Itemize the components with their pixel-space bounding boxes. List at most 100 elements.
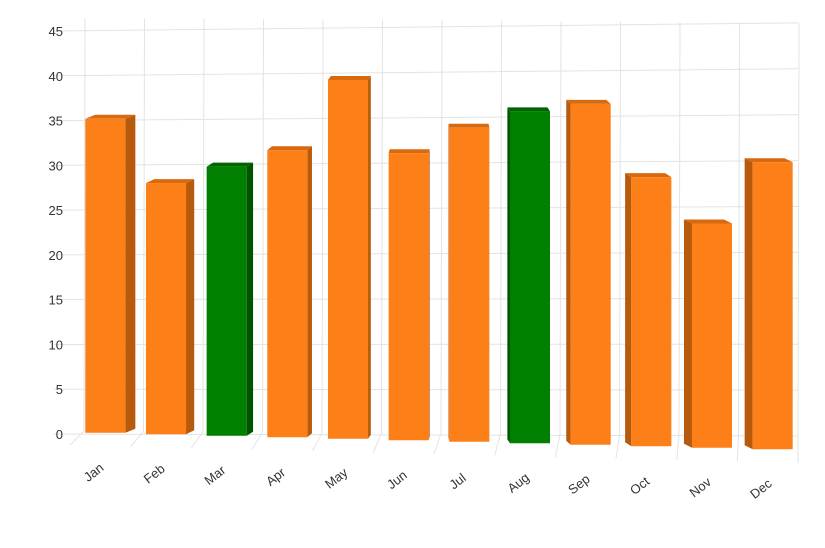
x-tick-label-oct: Oct xyxy=(627,473,652,498)
x-tick-label-dec: Dec xyxy=(747,475,775,501)
floor-line xyxy=(433,433,442,455)
bar-feb[interactable] xyxy=(145,179,195,435)
floor-line xyxy=(372,432,382,453)
gridline-x xyxy=(83,17,86,432)
bar-side xyxy=(307,146,312,438)
gridline-x xyxy=(381,20,383,434)
bar-aug[interactable] xyxy=(507,107,551,444)
y-tick-label: 5 xyxy=(56,382,63,397)
bar-side xyxy=(448,123,450,442)
y-tick-label: 15 xyxy=(49,293,63,308)
floor-line xyxy=(251,431,263,450)
bar-top xyxy=(566,99,611,104)
floor-line xyxy=(736,435,739,462)
x-axis: Jan Feb Mar Apr May Jun Jul Aug Sep Oct Nov Dec xyxy=(81,460,775,502)
gridline-x xyxy=(619,21,621,435)
x-tick-label-jul: Jul xyxy=(446,470,468,492)
y-tick-label: 20 xyxy=(49,248,63,263)
bar-top xyxy=(145,179,195,184)
gridline-x xyxy=(143,18,145,432)
bar-top xyxy=(744,158,793,163)
gridline-x xyxy=(440,20,443,434)
y-tick-label: 35 xyxy=(49,114,63,129)
bar-nov[interactable] xyxy=(683,219,733,448)
x-tick-label-apr: Apr xyxy=(263,464,289,489)
gridline-y-45 xyxy=(53,22,799,32)
bar-front xyxy=(509,111,551,444)
bar-front xyxy=(570,103,611,445)
gridline-x xyxy=(321,19,324,433)
bar-front xyxy=(327,79,369,439)
y-tick-label: 45 xyxy=(49,24,63,39)
bar-top xyxy=(448,123,490,128)
bar-side xyxy=(507,107,510,444)
bar-jan[interactable] xyxy=(85,114,136,433)
gridline-x xyxy=(797,22,800,437)
floor-line xyxy=(494,433,501,456)
bar-apr[interactable] xyxy=(267,146,312,438)
y-tick-label: 30 xyxy=(49,158,63,173)
bar-front xyxy=(267,150,308,438)
bar-side xyxy=(683,219,692,448)
y-tick-label: 10 xyxy=(49,337,63,352)
gridline-x xyxy=(559,21,562,435)
bar-side xyxy=(246,162,254,436)
x-tick-label-nov: Nov xyxy=(687,474,715,500)
gridline-x xyxy=(202,18,205,432)
gridline-y-35 xyxy=(53,114,799,122)
y-tick-label: 25 xyxy=(49,203,63,218)
bar-mar[interactable] xyxy=(206,162,254,436)
floor-line xyxy=(69,430,85,446)
bar-front xyxy=(85,118,126,433)
bar-top xyxy=(85,114,136,119)
bar-top xyxy=(683,219,733,224)
bar-sep[interactable] xyxy=(566,99,611,445)
x-tick-label-mar: Mar xyxy=(201,462,228,488)
bar-front xyxy=(145,183,187,435)
bar-oct[interactable] xyxy=(625,173,672,447)
floor-line xyxy=(312,432,323,452)
bar-dec[interactable] xyxy=(744,158,793,450)
bar-top xyxy=(267,146,312,151)
bar-top xyxy=(327,75,371,80)
bar-front xyxy=(691,223,733,448)
bar-side xyxy=(125,114,136,433)
bar-may[interactable] xyxy=(327,75,371,439)
bar-side xyxy=(186,179,195,435)
bar-top xyxy=(507,107,551,112)
bar-front xyxy=(206,166,247,436)
bar-front xyxy=(752,162,793,450)
floor-line xyxy=(130,431,144,447)
floor-line xyxy=(554,434,561,458)
x-tick-label-feb: Feb xyxy=(141,461,168,487)
bar-jul[interactable] xyxy=(448,123,490,442)
x-tick-label-may: May xyxy=(322,464,351,491)
bar-top xyxy=(388,149,430,154)
bar-front xyxy=(631,177,672,447)
bar-top xyxy=(625,173,672,178)
y-tick-label: 40 xyxy=(49,69,63,84)
y-axis: 0 5 10 15 20 25 30 35 40 45 xyxy=(49,24,63,442)
bar-jun[interactable] xyxy=(388,149,430,441)
gridline-y-40 xyxy=(53,68,799,77)
bar-front xyxy=(388,153,429,441)
bar-side xyxy=(744,158,753,450)
bar-side xyxy=(625,173,632,447)
floor-line xyxy=(676,435,680,461)
floor-line xyxy=(615,434,620,459)
x-tick-label-aug: Aug xyxy=(504,470,531,496)
bar-front xyxy=(449,127,490,442)
floor-line xyxy=(190,431,204,449)
bar-side xyxy=(566,99,571,445)
x-tick-label-jan: Jan xyxy=(81,460,107,485)
gridline-x xyxy=(738,22,740,436)
gridline-x xyxy=(678,22,681,436)
x-tick-label-sep: Sep xyxy=(565,471,592,497)
gridline-x xyxy=(262,19,264,433)
bar-top xyxy=(206,162,254,167)
bar-side xyxy=(368,75,371,439)
x-tick-label-jun: Jun xyxy=(384,467,410,492)
bars xyxy=(85,75,793,450)
